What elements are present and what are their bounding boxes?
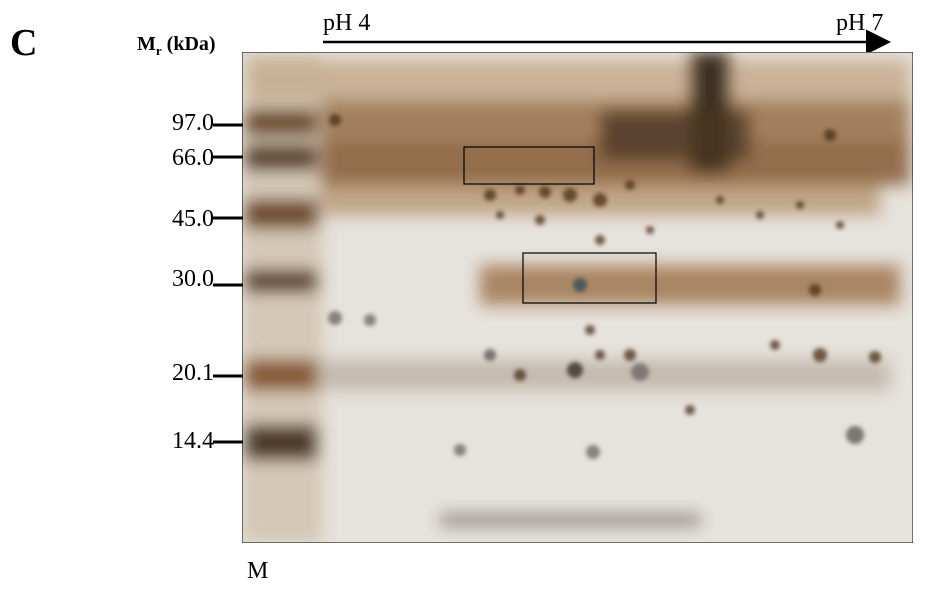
ph-start: pH 4 (323, 10, 370, 36)
marker-ticks (213, 123, 243, 444)
panel-label: C (10, 22, 37, 64)
ph-end: pH 7 (836, 10, 883, 36)
marker-label: 20.1 (172, 360, 214, 386)
marker-label: 14.4 (172, 428, 214, 454)
label-suffix: (kDa) (162, 33, 216, 55)
marker-label: 97.0 (172, 110, 214, 136)
marker-label: 66.0 (172, 145, 214, 171)
label-subscript: r (156, 43, 162, 58)
label-main: M (137, 33, 156, 55)
marker-labels: 97.0 66.0 45.0 30.0 20.1 14.4 (172, 110, 214, 454)
gel (242, 52, 913, 543)
marker-label: 30.0 (172, 266, 214, 292)
y-axis-label: Mr (kDa) (137, 33, 216, 58)
marker-label: 45.0 (172, 206, 214, 232)
lane-label: M (247, 558, 268, 584)
